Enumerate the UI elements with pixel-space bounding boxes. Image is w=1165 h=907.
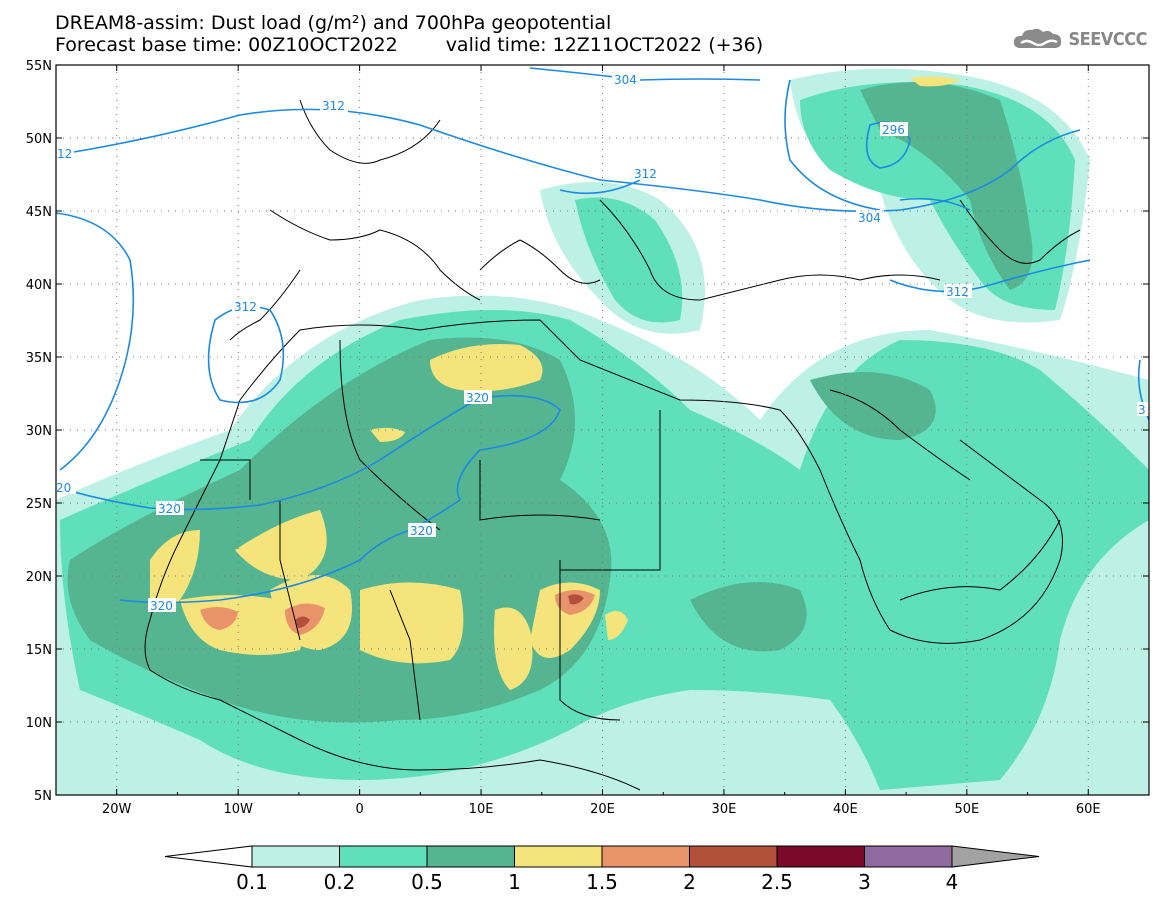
colorbar-box — [514, 845, 603, 868]
colorbar-label: 0.2 — [324, 870, 356, 894]
lat-label: 15N — [26, 643, 52, 658]
colorbar-right-arrow — [951, 845, 1040, 868]
contour-label-320: 320 — [466, 391, 489, 405]
contour-label-312b: 312 — [634, 167, 657, 181]
seevccc-logo: SEEVCCC — [1011, 26, 1148, 52]
contour-labels: 312 304 296 304 312 312 312 320 20 320 3… — [56, 72, 1149, 613]
contour-label-12: 12 — [57, 147, 72, 161]
colorbar-box — [776, 845, 865, 868]
contour-label-312d: 312 — [946, 285, 969, 299]
axis-ticks — [55, 64, 1150, 796]
lon-label: 30E — [712, 802, 737, 817]
colorbar-box — [601, 845, 690, 868]
colorbar: 0.1 0.2 0.5 1 1.5 2 2.5 3 4 — [164, 845, 1040, 894]
colorbar-left-arrow — [164, 845, 253, 868]
contour-label-320b: 320 — [158, 502, 181, 516]
lon-labels: 20W 10W 0 10E 20E 30E 40E 50E 60E — [102, 802, 1101, 817]
lat-label: 40N — [26, 278, 52, 293]
colorbar-label: 4 — [946, 870, 959, 894]
colorbar-box — [689, 845, 778, 868]
colorbar-label: 1 — [508, 870, 521, 894]
title-line-1: DREAM8-assim: Dust load (g/m²) and 700hP… — [55, 12, 612, 34]
coastlines — [144, 99, 1081, 791]
lon-label: 50E — [954, 802, 979, 817]
lat-label: 45N — [26, 205, 52, 220]
lat-label: 5N — [34, 789, 52, 804]
dust-field — [56, 65, 1149, 795]
contour-label-3: 3 — [1138, 403, 1146, 417]
geopotential-contours — [56, 67, 1149, 604]
contour-label-312: 312 — [322, 99, 345, 113]
valid-time: valid time: 12Z11OCT2022 (+36) — [445, 34, 764, 56]
contour-label-304b: 304 — [858, 211, 881, 225]
contour-label-320c: 320 — [410, 524, 433, 538]
lat-label: 50N — [26, 132, 52, 147]
base-time: Forecast base time: 00Z10OCT2022 — [55, 34, 398, 56]
colorbar-label: 2 — [683, 870, 696, 894]
colorbar-box — [339, 845, 428, 868]
contour-label-312c: 312 — [234, 300, 257, 314]
contour-label-20: 20 — [56, 481, 71, 495]
lon-label: 0 — [355, 802, 363, 817]
lon-label: 20E — [590, 802, 615, 817]
colorbar-label: 0.5 — [411, 870, 443, 894]
lon-label: 60E — [1076, 802, 1101, 817]
lat-labels: 5N 10N 15N 20N 25N 30N 35N 40N 45N 50N 55N — [26, 59, 52, 804]
dust-band-1.5 — [200, 606, 238, 630]
contour-label-320d: 320 — [150, 599, 173, 613]
lon-label: 10W — [223, 802, 253, 817]
colorbar-box — [251, 845, 340, 868]
lon-label: 40E — [833, 802, 858, 817]
colorbar-label: 0.1 — [236, 870, 268, 894]
lat-label: 30N — [26, 424, 52, 439]
lat-label: 55N — [26, 59, 52, 74]
colorbar-label: 2.5 — [761, 870, 793, 894]
dust-band-2 — [295, 616, 310, 628]
map-gridlines — [56, 65, 1149, 795]
lon-label: 20W — [102, 802, 132, 817]
contour-label-304: 304 — [614, 73, 637, 87]
colorbar-label: 3 — [858, 870, 871, 894]
cloud-icon — [1013, 28, 1061, 48]
lat-label: 10N — [26, 716, 52, 731]
dust-band-1 — [150, 530, 200, 610]
colorbar-box — [426, 845, 515, 868]
colorbar-box — [864, 845, 953, 868]
lat-label: 25N — [26, 497, 52, 512]
contour-label-296: 296 — [882, 123, 905, 137]
colorbar-label: 1.5 — [586, 870, 618, 894]
lat-label: 20N — [26, 570, 52, 585]
logo-text: SEEVCCC — [1068, 28, 1148, 50]
lat-label: 35N — [26, 351, 52, 366]
map-title: DREAM8-assim: Dust load (g/m²) and 700hP… — [55, 12, 763, 56]
lon-label: 10E — [469, 802, 494, 817]
